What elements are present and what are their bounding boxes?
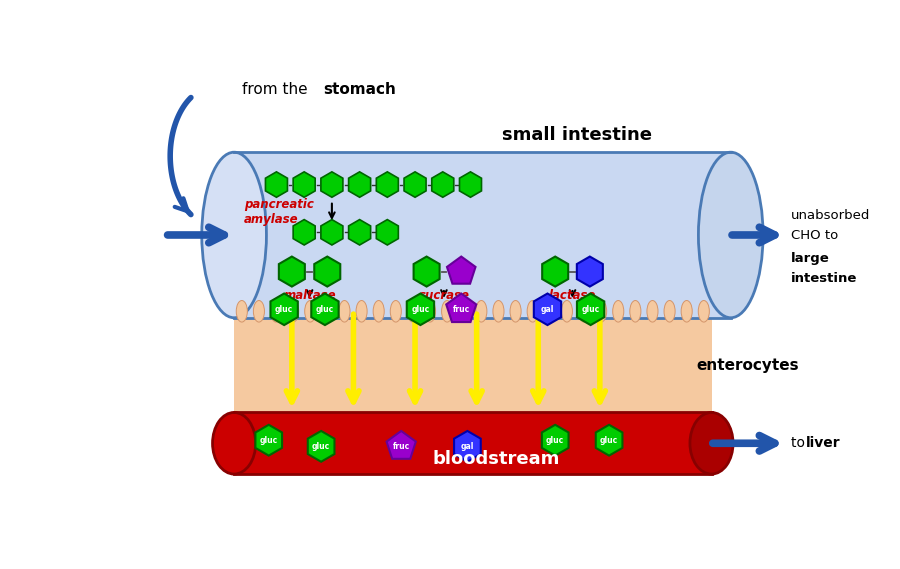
Polygon shape <box>542 257 568 287</box>
Ellipse shape <box>596 300 607 322</box>
Text: gluc: gluc <box>312 442 330 451</box>
Polygon shape <box>447 257 475 284</box>
Text: gluc: gluc <box>600 436 618 445</box>
Text: from the: from the <box>242 81 312 97</box>
Text: liver: liver <box>806 436 841 450</box>
Polygon shape <box>542 425 569 456</box>
Polygon shape <box>293 220 315 245</box>
Polygon shape <box>348 220 371 245</box>
Polygon shape <box>376 172 399 197</box>
Ellipse shape <box>459 300 470 322</box>
Ellipse shape <box>476 300 487 322</box>
Ellipse shape <box>630 300 641 322</box>
Polygon shape <box>348 172 371 197</box>
Text: enterocytes: enterocytes <box>696 357 798 373</box>
Text: gluc: gluc <box>581 305 599 314</box>
Text: CHO to: CHO to <box>791 229 838 242</box>
Text: lactase: lactase <box>549 289 596 302</box>
Polygon shape <box>376 220 399 245</box>
Ellipse shape <box>613 300 624 322</box>
Polygon shape <box>293 172 315 197</box>
Text: gal: gal <box>541 305 554 314</box>
Polygon shape <box>311 294 338 325</box>
Text: bloodstream: bloodstream <box>432 451 560 468</box>
Text: maltase: maltase <box>284 289 336 302</box>
Bar <box>234 318 712 413</box>
Polygon shape <box>271 294 298 325</box>
Ellipse shape <box>305 300 316 322</box>
Ellipse shape <box>690 413 734 474</box>
Ellipse shape <box>339 300 350 322</box>
Text: gluc: gluc <box>316 305 334 314</box>
Ellipse shape <box>271 300 282 322</box>
Ellipse shape <box>562 300 572 322</box>
Ellipse shape <box>544 300 555 322</box>
Ellipse shape <box>288 300 299 322</box>
Ellipse shape <box>425 300 436 322</box>
Ellipse shape <box>698 152 763 318</box>
Ellipse shape <box>510 300 521 322</box>
Polygon shape <box>386 431 416 459</box>
Bar <box>234 152 731 318</box>
Polygon shape <box>596 425 623 456</box>
Ellipse shape <box>698 300 709 322</box>
Text: large: large <box>791 252 830 265</box>
Ellipse shape <box>579 300 590 322</box>
Polygon shape <box>577 257 603 287</box>
Text: fruc: fruc <box>453 305 470 314</box>
Text: unabsorbed: unabsorbed <box>791 209 870 222</box>
Polygon shape <box>404 172 426 197</box>
Polygon shape <box>314 257 340 287</box>
Text: gluc: gluc <box>275 305 293 314</box>
Text: pancreatic
amylase: pancreatic amylase <box>244 198 314 226</box>
Ellipse shape <box>681 300 692 322</box>
Ellipse shape <box>356 300 367 322</box>
Polygon shape <box>266 172 287 197</box>
Polygon shape <box>407 294 434 325</box>
Ellipse shape <box>254 300 265 322</box>
Ellipse shape <box>391 300 401 322</box>
Polygon shape <box>534 294 562 325</box>
Bar <box>234 413 712 474</box>
Polygon shape <box>577 294 604 325</box>
Ellipse shape <box>442 300 453 322</box>
Ellipse shape <box>237 300 248 322</box>
Polygon shape <box>308 431 335 462</box>
Ellipse shape <box>322 300 333 322</box>
Ellipse shape <box>493 300 504 322</box>
Text: gluc: gluc <box>411 305 429 314</box>
Ellipse shape <box>202 152 266 318</box>
Text: gluc: gluc <box>259 436 278 445</box>
Polygon shape <box>454 431 481 462</box>
Ellipse shape <box>527 300 538 322</box>
Text: to: to <box>791 436 809 450</box>
Ellipse shape <box>212 413 256 474</box>
Ellipse shape <box>408 300 418 322</box>
Polygon shape <box>321 172 343 197</box>
Ellipse shape <box>647 300 658 322</box>
Polygon shape <box>432 172 454 197</box>
Text: small intestine: small intestine <box>502 126 652 145</box>
Polygon shape <box>446 294 476 322</box>
Text: gluc: gluc <box>546 436 564 445</box>
Polygon shape <box>279 257 305 287</box>
Text: sucrase: sucrase <box>418 289 470 302</box>
Polygon shape <box>256 425 282 456</box>
Polygon shape <box>321 220 343 245</box>
Ellipse shape <box>664 300 675 322</box>
Ellipse shape <box>374 300 384 322</box>
Text: stomach: stomach <box>323 81 396 97</box>
Text: gal: gal <box>461 442 474 451</box>
Polygon shape <box>414 257 439 287</box>
Polygon shape <box>460 172 482 197</box>
Text: intestine: intestine <box>791 272 857 285</box>
Text: fruc: fruc <box>392 442 410 451</box>
